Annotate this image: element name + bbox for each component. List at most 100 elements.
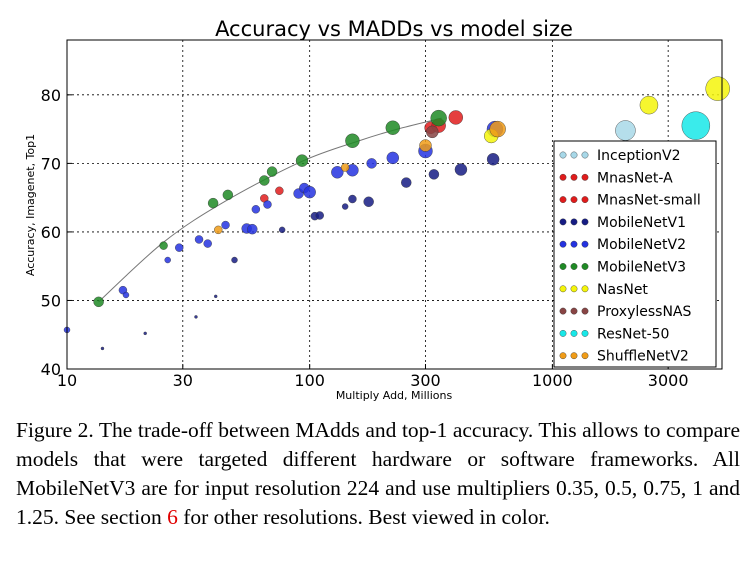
point-mobilenetv2 bbox=[303, 185, 316, 199]
legend: InceptionV2 MnasNet-A MnasNet-small MobileN… bbox=[553, 140, 717, 368]
legend-marker-inceptionv2 bbox=[559, 151, 567, 159]
x-axis-ticks: 10 30 100 300 1000 3000 bbox=[57, 364, 689, 390]
figure-caption: Figure 2. The trade-off between MAdds an… bbox=[16, 416, 740, 532]
x-tick-label: 30 bbox=[173, 371, 193, 390]
legend-box bbox=[553, 140, 717, 368]
y-tick-label: 60 bbox=[41, 223, 61, 242]
point-mobilenetv3 bbox=[266, 166, 278, 177]
point-mobilenetv3 bbox=[385, 120, 400, 135]
legend-marker-mobilenetv3 bbox=[570, 263, 578, 270]
legend-marker-mobilenetv3 bbox=[559, 263, 567, 270]
point-mobilenetv1 bbox=[341, 203, 349, 210]
point-mobilenetv1 bbox=[143, 331, 147, 336]
x-tick-label: 10 bbox=[57, 371, 77, 390]
point-mobilenetv1 bbox=[214, 294, 218, 299]
legend-marker-mobilenetv2 bbox=[570, 240, 578, 248]
x-tick-label: 300 bbox=[410, 371, 441, 390]
point-mobilenetv3 bbox=[259, 175, 270, 186]
y-axis-label: Accuracy, Imagenet, Top1 bbox=[24, 134, 37, 276]
y-tick-label: 40 bbox=[41, 360, 61, 379]
point-mobilenetv3 bbox=[345, 133, 360, 148]
point-mobilenetv2 bbox=[247, 223, 258, 235]
point-mobilenetv1 bbox=[231, 256, 238, 264]
legend-label-proxylessnas: ProxylessNAS bbox=[597, 304, 691, 320]
point-mobilenetv1 bbox=[278, 226, 286, 234]
legend-marker-mobilenetv2 bbox=[559, 240, 567, 248]
point-mobilenetv3 bbox=[295, 154, 309, 167]
point-mobilenetv3 bbox=[207, 197, 219, 209]
legend-marker-proxylessnas bbox=[581, 307, 589, 315]
legend-label-inceptionv2: InceptionV2 bbox=[597, 148, 681, 164]
point-mobilenetv2 bbox=[175, 243, 184, 252]
x-tick-label: 1000 bbox=[532, 371, 573, 390]
legend-label-resnet-50: ResNet-50 bbox=[597, 326, 669, 342]
point-mobilenetv1 bbox=[100, 346, 105, 351]
legend-label-mobilenetv3: MobileNetV3 bbox=[597, 260, 686, 276]
legend-marker-nasnet bbox=[581, 285, 589, 293]
point-mobilenetv2 bbox=[331, 166, 344, 179]
point-mobilenetv2 bbox=[194, 235, 204, 244]
legend-label-mnasnet-small: MnasNet-small bbox=[597, 193, 701, 209]
point-mobilenetv1 bbox=[454, 163, 468, 176]
point-mnasnet-a bbox=[448, 110, 463, 125]
point-shufflenetv2 bbox=[340, 163, 350, 172]
chart-figure: Accuracy vs MADDs vs model size 10 30 100 3… bbox=[24, 17, 730, 402]
legend-marker-proxylessnas bbox=[570, 307, 578, 315]
point-shufflenetv2 bbox=[419, 139, 432, 152]
legend-marker-mobilenetv2 bbox=[581, 240, 589, 248]
point-mobilenetv1 bbox=[315, 211, 324, 220]
point-mobilenetv2 bbox=[221, 220, 230, 230]
legend-marker-mobilenetv1 bbox=[570, 218, 578, 226]
point-shufflenetv2 bbox=[489, 120, 506, 138]
section-reference-link[interactable]: 6 bbox=[167, 505, 178, 529]
point-mobilenetv3 bbox=[430, 109, 447, 127]
legend-marker-mnasnet-a bbox=[570, 173, 578, 181]
point-proxylessnas bbox=[426, 125, 439, 139]
point-mobilenetv3 bbox=[93, 296, 104, 308]
point-mobilenetv1 bbox=[194, 315, 198, 319]
legend-marker-mobilenetv1 bbox=[559, 218, 567, 226]
legend-marker-nasnet bbox=[570, 285, 578, 293]
y-tick-label: 80 bbox=[41, 86, 61, 105]
point-mobilenetv2 bbox=[122, 291, 130, 299]
legend-marker-mnasnet-small bbox=[570, 196, 578, 204]
point-mobilenetv2 bbox=[386, 151, 399, 165]
point-mobilenetv2 bbox=[263, 200, 272, 209]
caption-text-end: for other resolutions. Best viewed in co… bbox=[177, 505, 550, 529]
legend-label-mobilenetv2: MobileNetV2 bbox=[597, 237, 686, 253]
legend-marker-mnasnet-small bbox=[581, 196, 589, 204]
point-mobilenetv2 bbox=[366, 158, 377, 169]
point-mobilenetv1 bbox=[401, 177, 412, 188]
point-mobilenetv1 bbox=[348, 194, 357, 204]
point-inceptionv2 bbox=[615, 120, 636, 141]
legend-marker-resnet-50 bbox=[559, 329, 567, 337]
legend-marker-shufflenetv2 bbox=[581, 352, 589, 360]
legend-marker-inceptionv2 bbox=[581, 151, 589, 159]
legend-marker-resnet-50 bbox=[570, 329, 578, 337]
legend-label-mobilenetv1: MobileNetV1 bbox=[597, 215, 686, 231]
legend-marker-resnet-50 bbox=[581, 329, 589, 337]
legend-marker-mobilenetv1 bbox=[581, 218, 589, 226]
point-mobilenetv3 bbox=[159, 241, 168, 250]
point-mobilenetv2 bbox=[203, 239, 212, 248]
y-tick-label: 50 bbox=[41, 291, 61, 310]
point-mobilenetv1 bbox=[428, 169, 440, 180]
point-mobilenetv1 bbox=[486, 153, 500, 166]
data-points bbox=[63, 76, 730, 351]
y-axis-ticks: 40 50 60 70 80 bbox=[41, 86, 72, 379]
trend-curve-line bbox=[98, 117, 442, 303]
point-nasnet bbox=[705, 76, 730, 101]
trend-curve bbox=[98, 117, 442, 303]
legend-marker-nasnet bbox=[559, 285, 567, 293]
chart-title: Accuracy vs MADDs vs model size bbox=[215, 17, 573, 41]
point-nasnet bbox=[639, 95, 659, 115]
point-mobilenetv1 bbox=[363, 196, 374, 207]
legend-marker-shufflenetv2 bbox=[559, 352, 567, 360]
legend-label-nasnet: NasNet bbox=[597, 282, 648, 298]
legend-marker-mobilenetv3 bbox=[581, 263, 589, 270]
caption-text: Figure 2. The trade-off between MAdds an… bbox=[16, 418, 740, 529]
x-axis-label: Multiply Add, Millions bbox=[336, 389, 453, 402]
x-tick-label: 100 bbox=[294, 371, 325, 390]
legend-marker-mnasnet-a bbox=[559, 173, 567, 181]
point-mobilenetv3 bbox=[222, 189, 234, 201]
